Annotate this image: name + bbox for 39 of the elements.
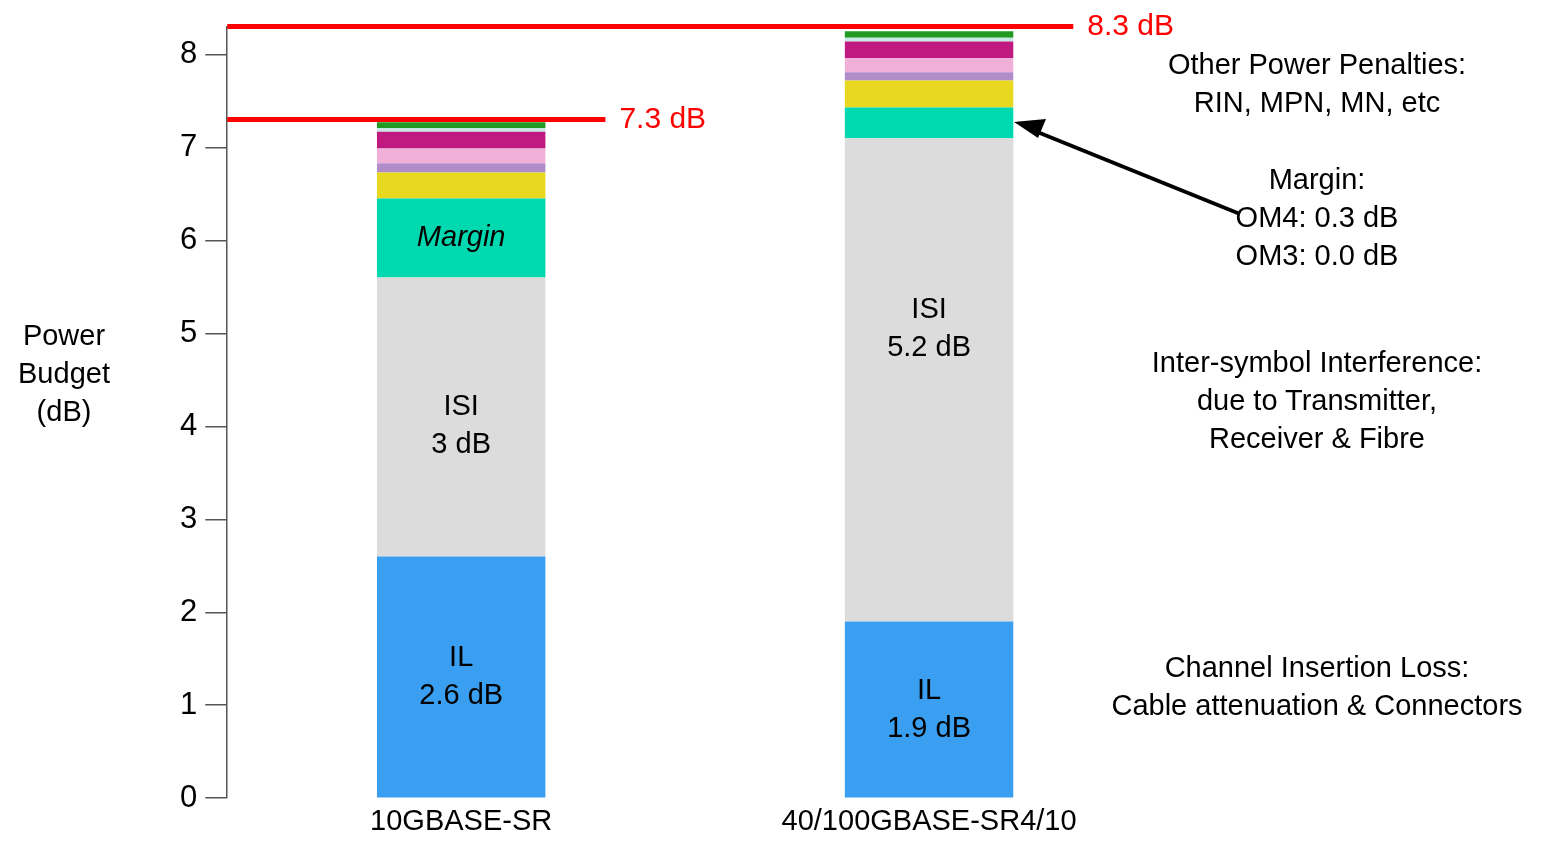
ref-line-label: 8.3 dB <box>1087 7 1175 41</box>
annotation: IL 1.9 dB <box>887 672 971 743</box>
annotation: IL 2.6 dB <box>419 640 504 711</box>
bar <box>844 621 1014 798</box>
y-tick-label: 7 <box>179 128 198 163</box>
bar <box>376 172 546 199</box>
text: Inter-symbol Interference: due to Transmitter, Receiver & Fibre <box>1150 345 1484 456</box>
bar <box>844 58 1014 73</box>
annotation: Margin <box>416 220 506 253</box>
bar <box>844 72 1014 81</box>
bar <box>376 122 546 128</box>
y-tick-label: 2 <box>179 592 198 628</box>
text: Other Power Penalties: RIN, MPN, MN, etc <box>1166 47 1468 120</box>
bar <box>844 80 1014 108</box>
annotation: ISI 5.2 dB <box>887 291 971 362</box>
bar <box>844 31 1014 38</box>
y-tick-label: 0 <box>179 778 198 814</box>
text: Channel Insertion Loss: Cable attenuation & Connectors <box>1110 650 1524 723</box>
bar <box>376 131 546 149</box>
x-tick-label: 40/100GBASE-SR4/10 <box>781 803 1077 836</box>
y-tick-label: 4 <box>179 406 198 442</box>
bar <box>376 556 546 798</box>
ref-line-label: 7.3 dB <box>619 100 707 134</box>
y-tick-label: 8 <box>179 35 198 71</box>
bar <box>376 163 546 173</box>
y-tick-label: 1 <box>179 685 198 721</box>
y-axis-title: Power Budget (dB) <box>17 318 111 429</box>
text: Margin: OM4: 0.3 dB OM3: 0.0 dB <box>1234 162 1400 273</box>
y-tick-label: 6 <box>179 220 198 256</box>
bar <box>376 198 546 278</box>
x-tick-label: 10GBASE-SR <box>370 803 553 836</box>
bar <box>844 138 1014 622</box>
bar <box>844 41 1014 59</box>
bar <box>376 277 546 557</box>
y-tick-label: 3 <box>179 499 198 535</box>
y-tick-label: 5 <box>179 313 198 349</box>
annotation: ISI 3 dB <box>431 389 492 460</box>
bar <box>376 148 546 164</box>
bar <box>376 127 546 132</box>
